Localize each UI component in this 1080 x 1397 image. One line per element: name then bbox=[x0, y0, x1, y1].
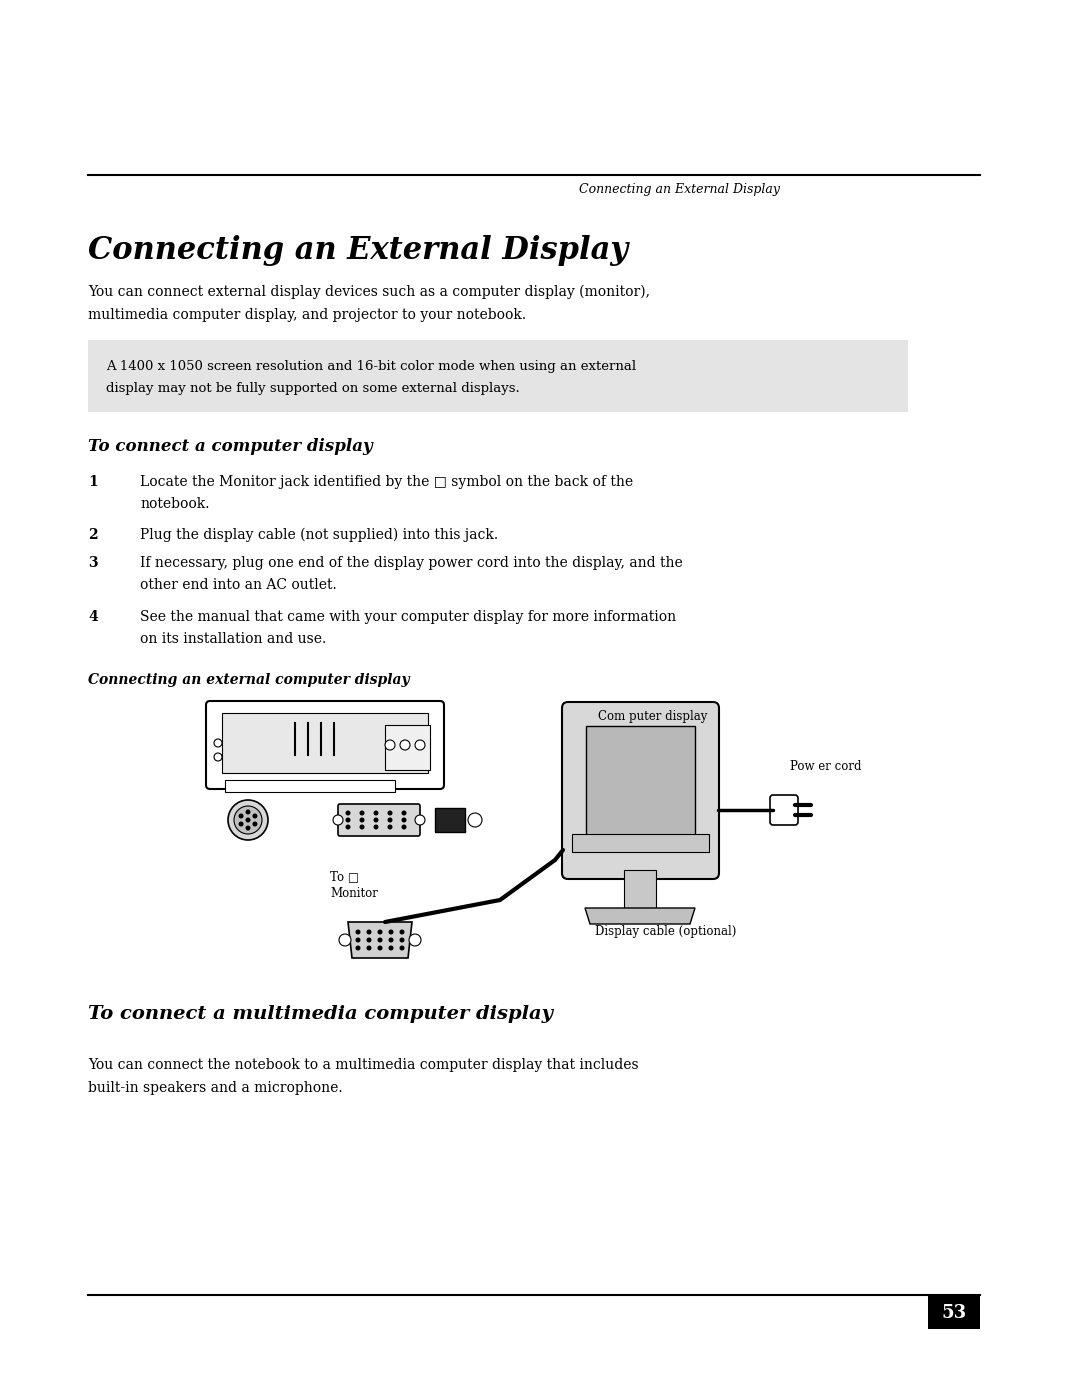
Text: Monitor: Monitor bbox=[330, 887, 378, 900]
Circle shape bbox=[402, 824, 406, 830]
Text: Locate the Monitor jack identified by the □ symbol on the back of the: Locate the Monitor jack identified by th… bbox=[140, 475, 633, 489]
Circle shape bbox=[214, 739, 222, 747]
Circle shape bbox=[389, 937, 393, 943]
Circle shape bbox=[245, 817, 251, 823]
Circle shape bbox=[346, 810, 351, 816]
Circle shape bbox=[388, 817, 392, 823]
Circle shape bbox=[415, 740, 426, 750]
Circle shape bbox=[374, 824, 378, 830]
Circle shape bbox=[355, 929, 361, 935]
Circle shape bbox=[366, 929, 372, 935]
Text: See the manual that came with your computer display for more information: See the manual that came with your compu… bbox=[140, 610, 676, 624]
Text: Com puter display: Com puter display bbox=[598, 710, 707, 724]
Text: 1: 1 bbox=[87, 475, 98, 489]
Circle shape bbox=[253, 813, 257, 819]
Text: To connect a multimedia computer display: To connect a multimedia computer display bbox=[87, 1004, 553, 1023]
Circle shape bbox=[389, 946, 393, 950]
Circle shape bbox=[360, 817, 365, 823]
Bar bbox=[586, 726, 696, 835]
Circle shape bbox=[346, 817, 351, 823]
Bar bbox=[384, 725, 430, 770]
Circle shape bbox=[360, 824, 365, 830]
Text: Display cable (optional): Display cable (optional) bbox=[595, 925, 737, 937]
Circle shape bbox=[402, 817, 406, 823]
Bar bbox=[624, 870, 656, 908]
Circle shape bbox=[360, 810, 365, 816]
Text: You can connect the notebook to a multimedia computer display that includes: You can connect the notebook to a multim… bbox=[87, 1058, 638, 1071]
Text: To □: To □ bbox=[330, 870, 359, 883]
Circle shape bbox=[389, 929, 393, 935]
Circle shape bbox=[388, 810, 392, 816]
Circle shape bbox=[245, 826, 251, 830]
Circle shape bbox=[239, 821, 244, 827]
Text: 2: 2 bbox=[87, 528, 97, 542]
Circle shape bbox=[366, 937, 372, 943]
Circle shape bbox=[400, 937, 405, 943]
Text: You can connect external display devices such as a computer display (monitor),: You can connect external display devices… bbox=[87, 285, 650, 299]
Bar bbox=[572, 834, 708, 852]
Circle shape bbox=[339, 935, 351, 946]
Circle shape bbox=[468, 813, 482, 827]
Circle shape bbox=[355, 937, 361, 943]
Circle shape bbox=[214, 753, 222, 761]
Bar bbox=[435, 807, 465, 833]
Text: 4: 4 bbox=[87, 610, 98, 624]
Text: display may not be fully supported on some external displays.: display may not be fully supported on so… bbox=[106, 381, 519, 395]
Polygon shape bbox=[348, 922, 411, 958]
Bar bbox=[222, 712, 428, 773]
Circle shape bbox=[400, 929, 405, 935]
FancyBboxPatch shape bbox=[562, 703, 719, 879]
Text: Connecting an external computer display: Connecting an external computer display bbox=[87, 673, 409, 687]
Circle shape bbox=[374, 810, 378, 816]
Text: notebook.: notebook. bbox=[140, 497, 210, 511]
Text: 53: 53 bbox=[942, 1303, 967, 1322]
Circle shape bbox=[234, 806, 262, 834]
FancyBboxPatch shape bbox=[338, 805, 420, 835]
Text: built-in speakers and a microphone.: built-in speakers and a microphone. bbox=[87, 1081, 342, 1095]
Text: To connect a computer display: To connect a computer display bbox=[87, 439, 373, 455]
Circle shape bbox=[333, 814, 343, 826]
Text: Pow er cord: Pow er cord bbox=[789, 760, 862, 773]
Circle shape bbox=[378, 946, 382, 950]
FancyBboxPatch shape bbox=[928, 1295, 980, 1329]
Circle shape bbox=[388, 824, 392, 830]
Circle shape bbox=[346, 824, 351, 830]
Text: A 1400 x 1050 screen resolution and 16-bit color mode when using an external: A 1400 x 1050 screen resolution and 16-b… bbox=[106, 360, 636, 373]
Circle shape bbox=[409, 935, 421, 946]
Circle shape bbox=[384, 740, 395, 750]
Circle shape bbox=[239, 813, 244, 819]
Circle shape bbox=[415, 814, 426, 826]
Circle shape bbox=[355, 946, 361, 950]
Circle shape bbox=[400, 946, 405, 950]
Text: Plug the display cable (not supplied) into this jack.: Plug the display cable (not supplied) in… bbox=[140, 528, 498, 542]
FancyBboxPatch shape bbox=[206, 701, 444, 789]
Text: other end into an AC outlet.: other end into an AC outlet. bbox=[140, 578, 337, 592]
Circle shape bbox=[402, 810, 406, 816]
Circle shape bbox=[374, 817, 378, 823]
Circle shape bbox=[253, 821, 257, 827]
Text: If necessary, plug one end of the display power cord into the display, and the: If necessary, plug one end of the displa… bbox=[140, 556, 683, 570]
Circle shape bbox=[378, 929, 382, 935]
Circle shape bbox=[400, 740, 410, 750]
Text: on its installation and use.: on its installation and use. bbox=[140, 631, 326, 645]
FancyBboxPatch shape bbox=[770, 795, 798, 826]
Text: 3: 3 bbox=[87, 556, 97, 570]
Circle shape bbox=[228, 800, 268, 840]
Text: multimedia computer display, and projector to your notebook.: multimedia computer display, and project… bbox=[87, 307, 526, 321]
Bar bbox=[225, 780, 395, 792]
Text: Connecting an External Display: Connecting an External Display bbox=[87, 235, 629, 265]
Circle shape bbox=[378, 937, 382, 943]
Circle shape bbox=[245, 809, 251, 814]
FancyBboxPatch shape bbox=[87, 339, 908, 412]
Polygon shape bbox=[585, 908, 696, 923]
Text: Connecting an External Display: Connecting an External Display bbox=[579, 183, 780, 196]
Circle shape bbox=[366, 946, 372, 950]
